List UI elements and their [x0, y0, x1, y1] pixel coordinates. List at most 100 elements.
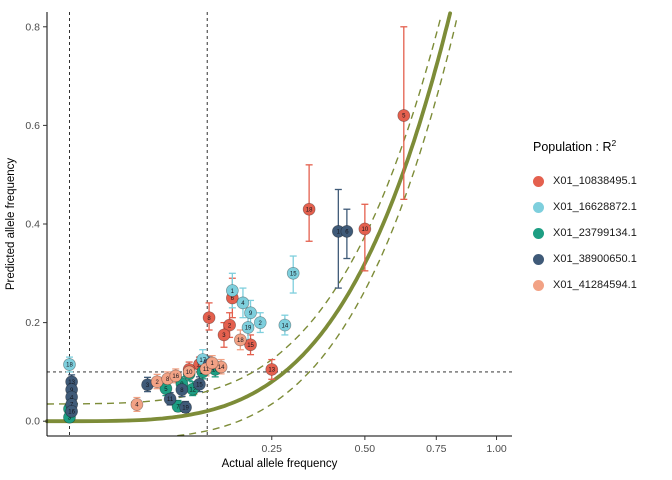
- data-point-label: 16: [172, 374, 179, 380]
- legend-item-label: X01_10838495.1: [553, 175, 637, 188]
- legend-item: X01_10838495.1: [533, 168, 669, 194]
- data-point: [205, 356, 219, 370]
- data-point: [225, 284, 239, 297]
- legend-item-label: X01_41284594.1: [553, 279, 637, 292]
- x-axis-title: Actual allele frequency: [222, 458, 338, 470]
- data-point: [236, 296, 250, 310]
- legend-item: X01_38900650.1: [533, 246, 669, 272]
- legend-title-text: Population : R: [533, 140, 612, 155]
- data-point-label: 8: [166, 377, 170, 383]
- legend-item: X01_16628872.1: [533, 194, 669, 220]
- data-point-label: 10: [186, 370, 193, 376]
- data-point-label: 17: [199, 358, 206, 364]
- data-point-label: 15: [196, 382, 203, 388]
- data-point-label: 9: [249, 311, 253, 317]
- legend-color-dot: [533, 279, 544, 291]
- x-tick-label: 0.25: [262, 443, 283, 455]
- y-tick-label: 0.2: [25, 317, 40, 329]
- data-point-label: 1: [210, 361, 214, 367]
- data-point-label: 14: [218, 365, 225, 371]
- y-tick-label: 0.4: [25, 219, 40, 231]
- data-point: [202, 311, 216, 325]
- data-point-label: 19: [182, 406, 189, 412]
- data-point-label: 16: [68, 410, 75, 416]
- legend-item-label: X01_16628872.1: [553, 201, 637, 214]
- y-axis-title: Predicted allele frequency: [5, 158, 17, 291]
- data-point-label: 18: [306, 207, 313, 213]
- data-point-label: 10: [212, 368, 219, 374]
- x-tick-label: 0.50: [355, 443, 376, 455]
- data-point-label: 1: [231, 289, 235, 295]
- data-point: [182, 365, 196, 379]
- data-point-label: 18: [66, 363, 73, 369]
- data-point: [286, 266, 300, 280]
- y-tick-label: 0.6: [25, 120, 40, 132]
- data-point-label: 4: [241, 301, 245, 307]
- data-point: [340, 225, 354, 238]
- data-point: [217, 328, 231, 342]
- data-point-label: 3: [222, 333, 226, 339]
- data-point-label: 2: [155, 380, 159, 386]
- data-point: [65, 404, 78, 418]
- data-point-label: 19: [245, 326, 252, 332]
- data-point-label: 11: [203, 367, 210, 373]
- data-point-label: 13: [268, 368, 275, 374]
- legend-title-superscript: 2: [611, 138, 617, 148]
- legend-item: X01_41284594.1: [533, 272, 669, 298]
- data-point-label: 15: [247, 343, 254, 349]
- fit-curve: [45, 11, 452, 424]
- data-point-label: 13: [68, 380, 75, 386]
- data-point-label: 6: [345, 230, 349, 236]
- data-point-label: 2: [228, 323, 232, 329]
- data-point: [278, 318, 292, 332]
- confidence-band-lower: [177, 15, 459, 437]
- legend-title: Population : R2: [533, 138, 669, 154]
- data-point-label: 8: [207, 316, 211, 322]
- data-point-label: 6: [231, 296, 235, 302]
- data-point: [175, 383, 189, 397]
- data-point-label: 2: [259, 321, 263, 327]
- legend-color-dot: [533, 201, 544, 213]
- data-point: [302, 202, 316, 216]
- data-point-label: 7: [176, 405, 180, 411]
- legend: Population : R2 X01_10838495.1 X01_166288…: [533, 138, 669, 298]
- data-point-label: 5: [164, 387, 168, 393]
- legend-item: X01_23799134.1: [533, 220, 669, 246]
- data-point-label: 10: [362, 227, 369, 233]
- data-point-label: 12: [189, 387, 196, 393]
- data-point: [179, 401, 192, 414]
- data-point: [253, 316, 267, 329]
- data-point: [163, 392, 177, 406]
- data-point: [358, 222, 372, 236]
- legend-color-dot: [533, 227, 544, 239]
- data-point: [223, 318, 236, 332]
- data-point: [63, 358, 76, 371]
- data-point-label: 9: [70, 388, 74, 394]
- y-tick-label: 0.8: [25, 21, 40, 33]
- data-point-label: 15: [290, 272, 297, 278]
- data-point-label: 11: [196, 363, 203, 369]
- data-point-label: 4: [70, 395, 74, 401]
- data-point-label: 5: [402, 114, 406, 120]
- data-point: [130, 398, 144, 411]
- legend-item-label: X01_38900650.1: [553, 253, 637, 266]
- x-tick-label: 1.00: [486, 443, 507, 455]
- data-point: [193, 377, 206, 391]
- legend-color-dot: [533, 253, 544, 265]
- data-point-label: 11: [167, 397, 174, 403]
- data-point: [241, 321, 255, 334]
- data-point-label: 4: [135, 403, 139, 409]
- data-point-label: 14: [282, 323, 289, 329]
- x-tick-label: 0.75: [426, 443, 447, 455]
- data-point: [244, 306, 257, 320]
- data-point-label: 8: [180, 388, 184, 394]
- data-point: [397, 109, 411, 122]
- data-point-label: 1: [337, 230, 341, 236]
- data-point-label: 18: [237, 338, 244, 344]
- y-tick-label: 0.0: [25, 416, 40, 428]
- data-point: [234, 333, 247, 347]
- legend-color-dot: [533, 175, 544, 187]
- legend-item-label: X01_23799134.1: [553, 227, 637, 240]
